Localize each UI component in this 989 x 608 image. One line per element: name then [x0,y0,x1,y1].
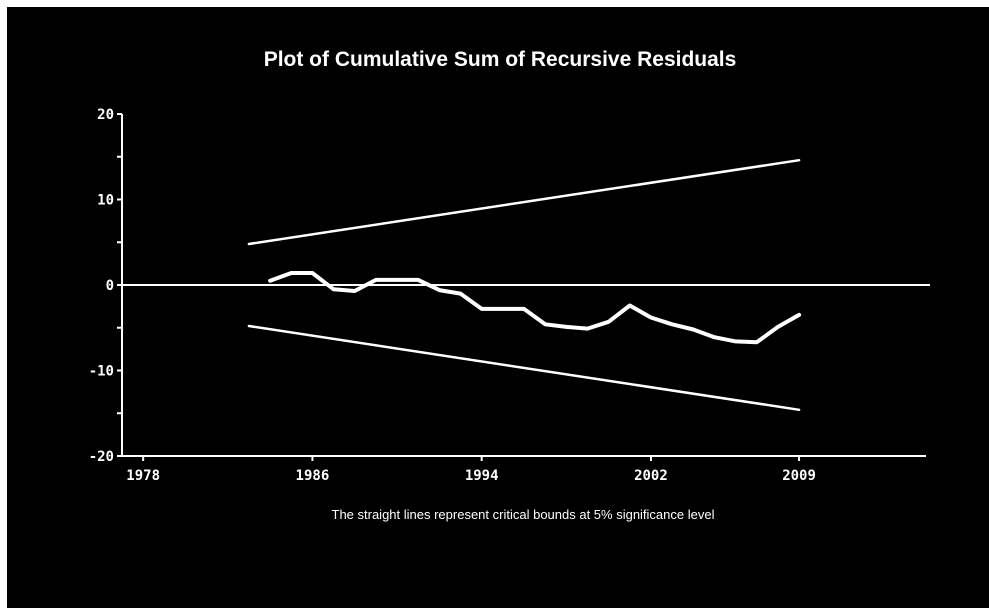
y-tick-label: 0 [106,278,114,294]
y-tick-label: -20 [89,449,114,465]
series-group [122,158,930,412]
x-tick-label: 1994 [465,468,499,484]
y-tick-label: 20 [97,107,114,123]
x-tick-label: 1978 [126,468,160,484]
y-tick-label: 10 [97,193,114,209]
x-tick-label: 2002 [634,468,668,484]
y-tick-label: -10 [89,364,114,380]
bounds-note: The straight lines represent critical bo… [332,507,715,522]
cusum-line [268,271,802,345]
chart-title: Plot of Cumulative Sum of Recursive Resi… [264,48,737,71]
upper-bound-line [247,158,801,246]
lower-bound-line [247,324,801,412]
x-tick-label: 1986 [296,468,330,484]
x-tick-label: 2009 [782,468,816,484]
axis-ticks: 20 10 0 -10 -20 1978 1986 1994 2002 2009 [89,107,816,484]
